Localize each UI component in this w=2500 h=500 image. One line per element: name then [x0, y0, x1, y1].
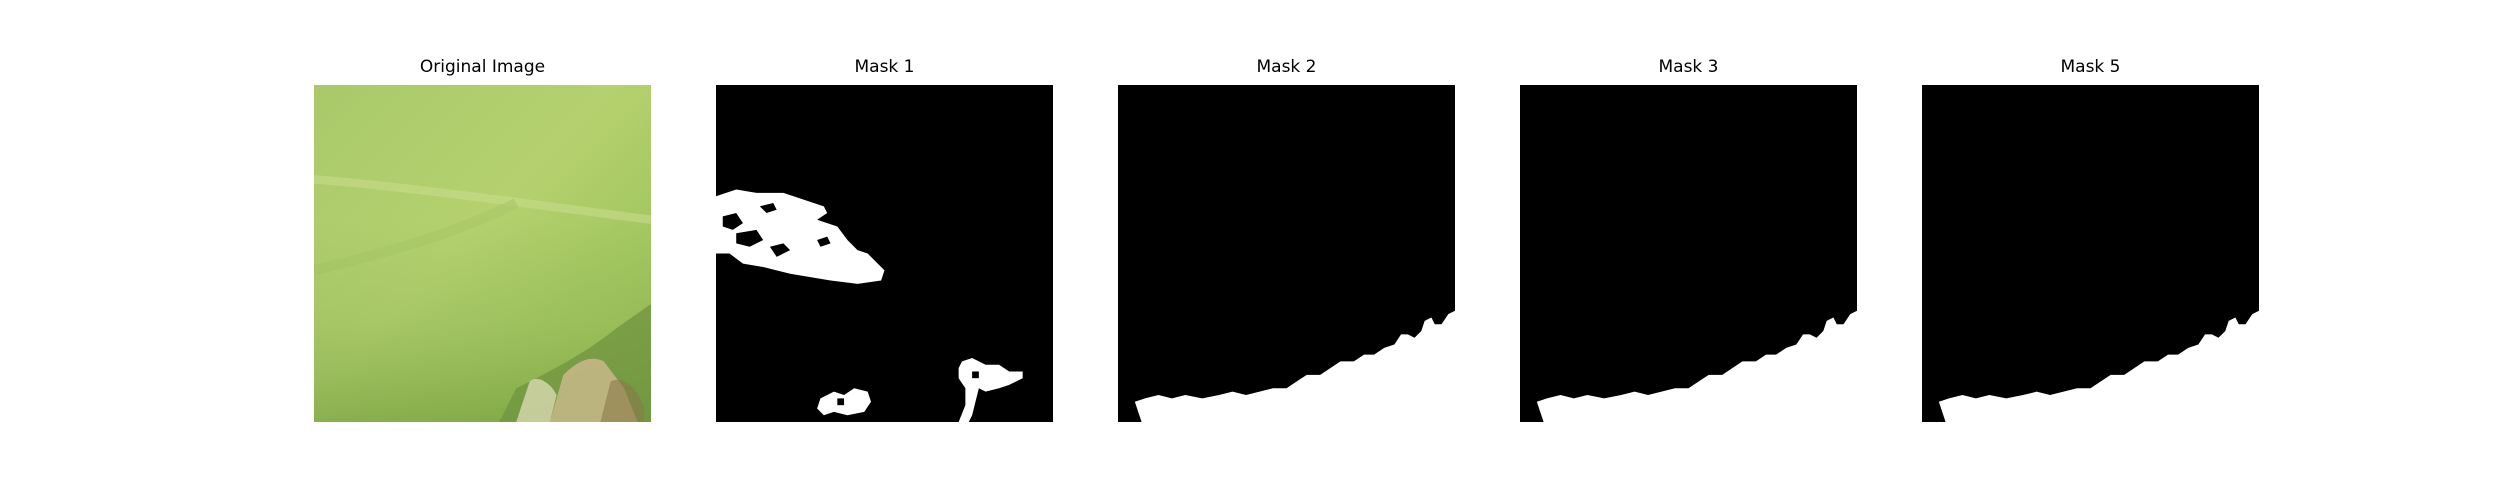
mask-3-image: [1520, 85, 1857, 422]
panel-mask-1: Mask 1: [716, 55, 1053, 435]
panel-original-image: Original Image: [314, 55, 651, 435]
panel-title: Mask 2: [1118, 55, 1455, 79]
panel-mask-3: Mask 3: [1520, 55, 1857, 435]
mask-2-image: [1118, 85, 1455, 422]
original-photo: [314, 85, 651, 422]
panel-title: Mask 5: [1922, 55, 2259, 79]
panel-title: Original Image: [314, 55, 651, 79]
mask-5-image: [1922, 85, 2259, 422]
mask-1-image: [716, 85, 1053, 422]
panel-mask-2: Mask 2: [1118, 55, 1455, 435]
panel-title: Mask 1: [716, 55, 1053, 79]
panel-title: Mask 3: [1520, 55, 1857, 79]
panel-mask-5: Mask 5: [1922, 55, 2259, 435]
